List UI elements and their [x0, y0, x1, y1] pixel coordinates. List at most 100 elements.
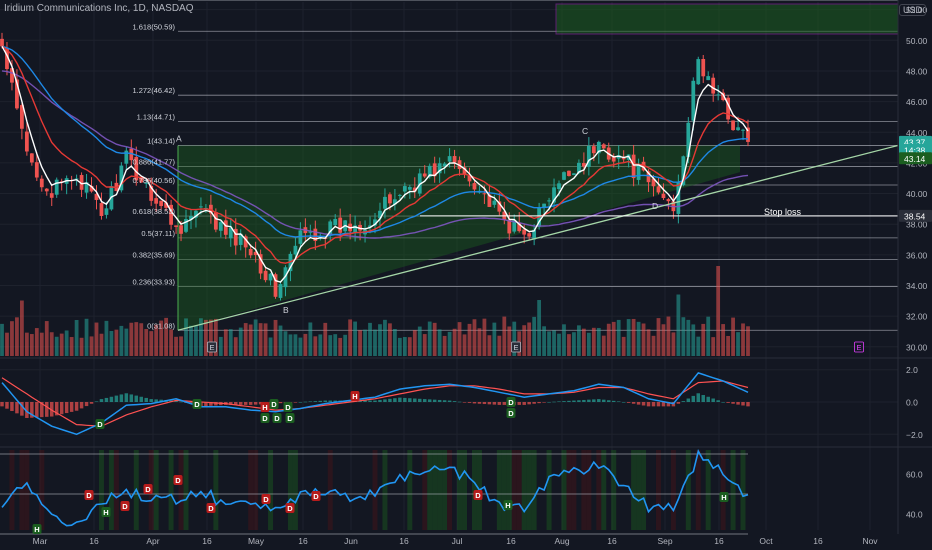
macd-histogram-bar: [462, 402, 467, 403]
candle-body: [393, 199, 397, 205]
candle-body: [572, 173, 576, 175]
candle-body: [15, 79, 19, 109]
candle-body: [124, 150, 129, 164]
volume-bar: [213, 318, 218, 356]
candle-body: [736, 127, 740, 131]
candle-body: [591, 146, 596, 154]
earnings-marker-label: E: [513, 343, 518, 352]
price-tag-box: [899, 209, 932, 222]
macd-histogram-bar: [706, 396, 710, 402]
macd-histogram-bar: [686, 398, 691, 402]
candle-body: [184, 218, 188, 232]
candle-body: [522, 229, 527, 235]
macd-histogram-bar: [258, 402, 263, 405]
macd-histogram-bar: [10, 402, 14, 412]
candle-body: [402, 186, 407, 192]
volume-bar: [731, 317, 735, 356]
macd-marker-label: D: [285, 403, 291, 412]
fib-level-label: 0.5(37.11): [141, 229, 175, 238]
rsi-marker-box: [120, 501, 130, 511]
macd-histogram-bar: [611, 400, 616, 402]
macd-histogram-bar: [139, 396, 143, 402]
candle-body: [741, 129, 745, 131]
macd-marker-box: [272, 413, 282, 423]
volume-bar: [268, 337, 273, 356]
volume-bar: [651, 335, 656, 356]
fib-level-label: 0.382(35.69): [132, 251, 175, 260]
macd-histogram-bar: [641, 402, 646, 406]
x-tick-label: 16: [813, 536, 823, 546]
macd-histogram-bar: [562, 401, 566, 402]
macd-histogram-bar: [328, 400, 332, 402]
candle-body: [238, 233, 243, 245]
candle-body: [681, 156, 686, 186]
rsi-band: [611, 450, 617, 530]
rsi-band: [422, 450, 428, 530]
volume-bar: [10, 321, 14, 356]
candle-body: [39, 178, 44, 188]
rsi-band: [471, 450, 477, 530]
volume-bar: [378, 324, 382, 356]
macd-histogram-bar: [587, 399, 591, 402]
volume-bar: [248, 324, 253, 356]
currency-badge[interactable]: USD: [898, 4, 926, 16]
candle-body: [447, 156, 452, 162]
macd-histogram-bar: [542, 402, 546, 403]
macd-histogram-bar: [572, 400, 576, 402]
volume-bar: [94, 322, 99, 356]
rsi-band: [581, 450, 587, 530]
macd-marker-box: [285, 413, 295, 423]
macd-histogram-bar: [64, 402, 69, 414]
candle-body: [154, 198, 159, 204]
macd-histogram-bar: [84, 402, 89, 407]
candle-body: [482, 193, 487, 195]
candle-body: [79, 175, 84, 190]
candle-body: [731, 120, 735, 131]
volume-bar: [701, 323, 706, 356]
volume-bar: [15, 317, 19, 356]
y-tick-label: 36.00: [906, 250, 928, 260]
candle-body: [417, 173, 422, 194]
macd-histogram-bar: [15, 402, 19, 414]
volume-bar: [741, 323, 745, 356]
rsi-pane[interactable]: H D H D D D D D D D D H H: [0, 449, 749, 535]
x-tick-label: Mar: [33, 536, 48, 546]
rsi-band: [546, 450, 552, 530]
volume-bar: [636, 321, 641, 356]
rsi-band: [292, 450, 298, 530]
volume-bar: [228, 329, 233, 356]
candle-body: [666, 199, 671, 202]
volume-layer: [0, 266, 750, 356]
volume-bar: [646, 329, 651, 356]
macd-histogram-bar: [373, 400, 377, 402]
macd-histogram-bar: [467, 402, 472, 403]
macd-histogram-bar: [134, 395, 139, 402]
candle-body: [44, 188, 49, 192]
candle-body: [24, 131, 29, 152]
volume-bar: [189, 325, 193, 356]
candle-body: [661, 193, 666, 199]
macd-histogram-bar: [45, 402, 49, 417]
rsi-band: [382, 450, 388, 530]
volume-bar: [159, 320, 164, 356]
candle-body: [586, 145, 591, 167]
rsi-marker-box: [206, 503, 216, 513]
macd-tick-label: 2.0: [906, 365, 918, 375]
candle-body: [686, 122, 691, 157]
volume-bar: [74, 320, 79, 356]
macd-marker-box: [350, 391, 360, 401]
y-tick-label: 50.00: [906, 36, 928, 46]
macd-histogram-bar: [736, 402, 740, 405]
macd-histogram-bar: [393, 398, 397, 402]
volume-bar: [328, 335, 333, 356]
macd-histogram-bar: [517, 402, 521, 405]
candle-body: [651, 178, 656, 187]
macd-histogram-bar: [621, 402, 626, 403]
rsi-band: [437, 450, 443, 530]
volume-bar: [313, 336, 318, 356]
volume-bar: [572, 332, 576, 356]
zones-layer: [177, 0, 899, 331]
y-tick-label: 38.00: [906, 220, 928, 230]
